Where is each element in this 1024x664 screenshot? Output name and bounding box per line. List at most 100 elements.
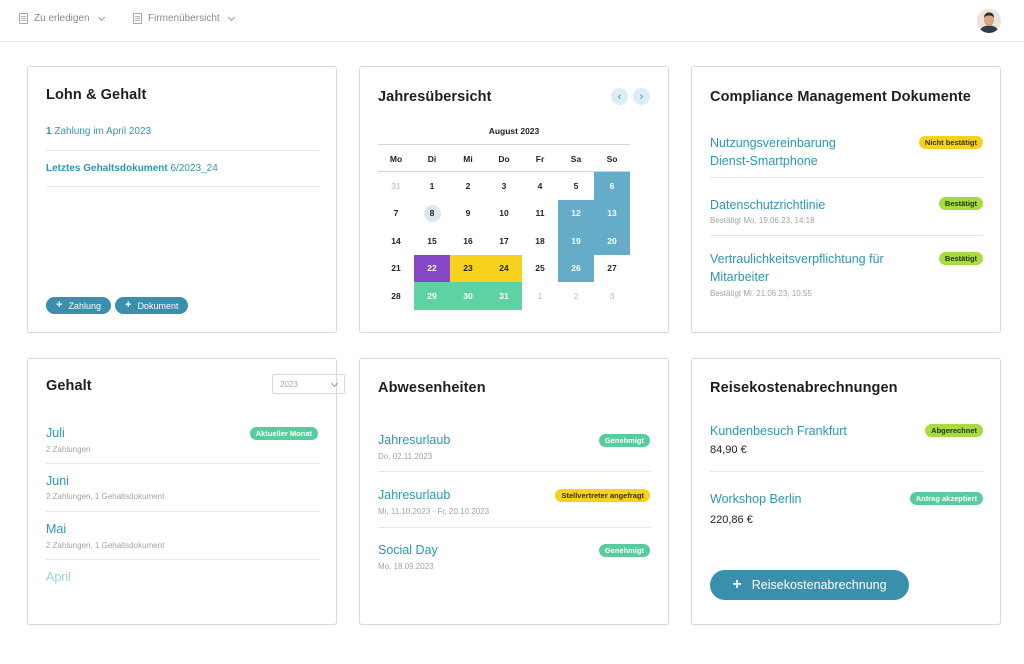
calendar-day[interactable]: 6 <box>594 172 630 200</box>
calendar-day[interactable]: 19 <box>558 227 594 255</box>
last-document-link[interactable]: Letztes Gehaltsdokument 6/2023_24 <box>46 163 218 174</box>
compliance-item-title-line: Vertraulichkeitsverpflichtung für <box>710 252 884 266</box>
calendar-day[interactable]: 2 <box>573 290 579 301</box>
payment-summary-link[interactable]: 1 Zahlung im April 2023 <box>46 126 151 137</box>
expense-item-title[interactable]: Workshop Berlin <box>710 492 802 506</box>
calendar-day[interactable]: 18 <box>535 235 545 246</box>
divider <box>46 511 319 512</box>
calendar-day[interactable]: 22 <box>414 254 450 282</box>
calendar-day[interactable]: 26 <box>558 254 594 282</box>
expense-item-amount: 84,90 € <box>710 444 747 456</box>
calendar-day[interactable]: 14 <box>391 235 401 246</box>
user-photo-icon <box>977 9 1001 33</box>
calendar-day[interactable]: 8 <box>414 200 450 228</box>
nav-firmenuebersicht[interactable]: Firmenübersicht <box>133 13 235 24</box>
calendar-day[interactable]: 29 <box>414 282 450 310</box>
add-document-label: Dokument <box>137 300 179 311</box>
year-select[interactable]: 2023 <box>272 374 345 394</box>
month-item-sub: 2 Zahlungen, 1 Gehaltsdokument <box>46 541 165 550</box>
calendar-day[interactable]: 11 <box>535 208 545 219</box>
add-travel-expense-button[interactable]: + Reisekostenabrechnung <box>710 570 909 600</box>
status-badge: Bestätigt <box>938 252 983 265</box>
calendar-day[interactable]: 24 <box>486 254 522 282</box>
calendar-day[interactable]: 1 <box>537 290 543 301</box>
divider <box>46 559 319 560</box>
divider <box>710 177 983 178</box>
calendar-month: August 2023 <box>488 126 540 136</box>
add-payment-label: Zahlung <box>68 300 101 311</box>
calendar-next-button[interactable]: › <box>633 88 650 105</box>
calendar-day[interactable]: 12 <box>558 199 594 227</box>
nav-zu-erledigen[interactable]: Zu erledigen <box>19 13 105 24</box>
calendar-day[interactable]: 17 <box>499 235 509 246</box>
month-item-title[interactable]: Juni <box>46 474 69 488</box>
calendar-day[interactable]: 25 <box>535 263 545 274</box>
divider <box>378 527 651 528</box>
add-travel-expense-label: Reisekostenabrechnung <box>751 578 887 592</box>
calendar-day[interactable]: 3 <box>501 180 507 191</box>
divider <box>378 144 630 145</box>
calendar-prev-button[interactable]: ‹ <box>611 88 628 105</box>
absence-item-title[interactable]: Social Day <box>378 543 438 557</box>
avatar[interactable] <box>977 9 1001 33</box>
calendar-day[interactable]: 2 <box>465 180 471 191</box>
status-badge: Nicht bestätigt <box>918 136 983 149</box>
calendar-day[interactable]: 30 <box>450 282 486 310</box>
calendar-day[interactable]: 20 <box>594 227 630 255</box>
compliance-item-title[interactable]: Datenschutzrichtlinie <box>710 196 825 214</box>
absence-item-date: Mo, 18.09.2023 <box>378 562 434 571</box>
compliance-item-title[interactable]: Nutzungsvereinbarung Dienst-Smartphone <box>710 134 836 170</box>
card-title: Compliance Management Dokumente <box>710 89 971 105</box>
chevron-down-icon <box>227 13 235 21</box>
today-marker: 8 <box>423 204 441 222</box>
nav-zu-erledigen-label: Zu erledigen <box>34 13 90 24</box>
compliance-item-title-line: Datenschutzrichtlinie <box>710 198 826 212</box>
weekday-header: So <box>606 154 618 164</box>
expense-item-title[interactable]: Kundenbesuch Frankfurt <box>710 424 847 438</box>
divider <box>46 186 319 187</box>
compliance-item-title[interactable]: Vertraulichkeitsverpflichtung für Mitarb… <box>710 250 884 286</box>
divider <box>46 463 319 464</box>
document-icon <box>19 13 28 24</box>
absence-item-title[interactable]: Jahresurlaub <box>378 433 451 447</box>
month-item-title[interactable]: April <box>46 570 72 584</box>
status-badge: Antrag akzeptiert <box>909 492 983 505</box>
calendar-day[interactable]: 13 <box>594 199 630 227</box>
card-gehalt: Gehalt 2023 Juli 2 Zahlungen Aktueller M… <box>27 358 345 625</box>
absence-item-title[interactable]: Jahresurlaub <box>378 488 451 502</box>
plus-icon: + <box>732 576 742 593</box>
compliance-item-sub: Bestätigt Mi. 21.06.23, 10:55 <box>710 289 812 298</box>
card-abwesenheiten: Abwesenheiten Jahresurlaub Do, 02.11.202… <box>359 358 669 625</box>
month-item-title[interactable]: Mai <box>46 522 67 536</box>
year-select-value: 2023 <box>280 380 298 389</box>
divider <box>46 150 319 151</box>
add-payment-button[interactable]: + Zahlung <box>46 297 111 314</box>
calendar-day[interactable]: 15 <box>427 235 437 246</box>
calendar-day[interactable]: 10 <box>499 208 509 219</box>
add-document-button[interactable]: + Dokument <box>115 297 189 314</box>
month-item-title[interactable]: Juli <box>46 426 65 440</box>
last-document-label: Letztes Gehaltsdokument <box>46 163 168 174</box>
calendar-day[interactable]: 1 <box>429 180 435 191</box>
weekday-header: Mi <box>463 154 473 164</box>
calendar-day[interactable]: 16 <box>463 235 473 246</box>
current-month-badge: Aktueller Monat <box>249 427 318 440</box>
calendar-day[interactable]: 23 <box>450 254 486 282</box>
calendar-day[interactable]: 3 <box>609 290 615 301</box>
calendar-day[interactable]: 21 <box>391 263 401 274</box>
calendar-day[interactable]: 5 <box>573 180 579 191</box>
status-badge: Genehmigt <box>598 434 650 447</box>
calendar-day[interactable]: 7 <box>393 208 399 219</box>
chevron-down-icon <box>97 13 105 21</box>
calendar-day[interactable]: 9 <box>465 208 471 219</box>
card-reisekosten: Reisekostenabrechnungen Kundenbesuch Fra… <box>691 358 1001 625</box>
weekday-header: Fr <box>535 154 545 164</box>
calendar-day[interactable]: 28 <box>391 290 401 301</box>
calendar-day[interactable]: 31 <box>486 282 522 310</box>
calendar-day[interactable]: 31 <box>391 180 401 191</box>
building-icon <box>133 13 142 24</box>
card-title: Gehalt <box>46 378 92 394</box>
calendar-day[interactable]: 4 <box>537 180 543 191</box>
card-title: Jahresübersicht <box>378 89 492 105</box>
calendar-day[interactable]: 27 <box>607 263 617 274</box>
